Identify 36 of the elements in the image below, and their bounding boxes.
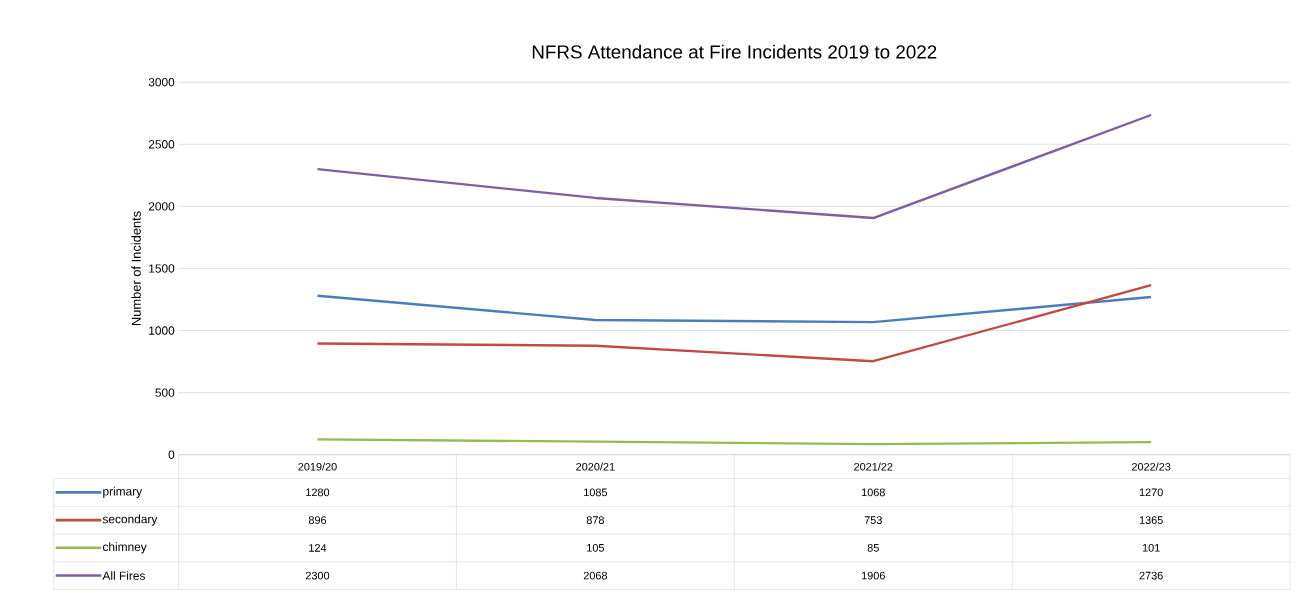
data-label: 1068: [861, 488, 885, 497]
data-label: 1365: [1139, 516, 1163, 524]
x-tick-label: 2021/22: [854, 462, 893, 471]
y-tick-label: 0: [168, 450, 175, 459]
line-series: [316, 283, 1153, 363]
legend-label: All Fires: [102, 571, 145, 580]
y-tick-label: 2000: [148, 201, 175, 211]
chart-title: NFRS Attendance at Fire Incidents 2019 to 2022: [532, 44, 937, 59]
data-label: 1085: [584, 488, 608, 497]
legend-label: chimney: [102, 542, 147, 554]
data-label: 753: [864, 516, 882, 524]
data-label: 896: [308, 516, 327, 524]
legend-label: secondary: [102, 514, 158, 526]
line-series: [316, 294, 1153, 324]
data-label: 2736: [1139, 571, 1163, 580]
y-tick-label: 1500: [149, 264, 175, 273]
legend-label: primary: [103, 486, 143, 498]
data-label: 124: [309, 543, 327, 552]
data-label: 1270: [1139, 488, 1163, 497]
data-label: 2068: [583, 571, 608, 580]
y-tick-label: 3000: [148, 77, 175, 87]
line-series: [316, 113, 1153, 220]
x-tick-label: 2020/21: [576, 462, 615, 471]
y-tick-label: 2500: [148, 139, 175, 149]
data-label: 85: [867, 543, 879, 552]
x-tick-label: 2022/23: [1132, 462, 1171, 471]
data-label: 878: [586, 516, 604, 524]
x-tick-label: 2019/20: [298, 462, 337, 471]
y-axis-title: Number of Incidents: [131, 211, 141, 325]
data-label: 1280: [306, 488, 330, 497]
data-label: 105: [587, 543, 605, 552]
data-label: 1906: [861, 571, 885, 580]
y-tick-label: 1000: [149, 326, 175, 335]
y-tick-label: 500: [155, 388, 175, 397]
data-label: 101: [1142, 543, 1160, 552]
data-label: 2300: [305, 571, 330, 580]
